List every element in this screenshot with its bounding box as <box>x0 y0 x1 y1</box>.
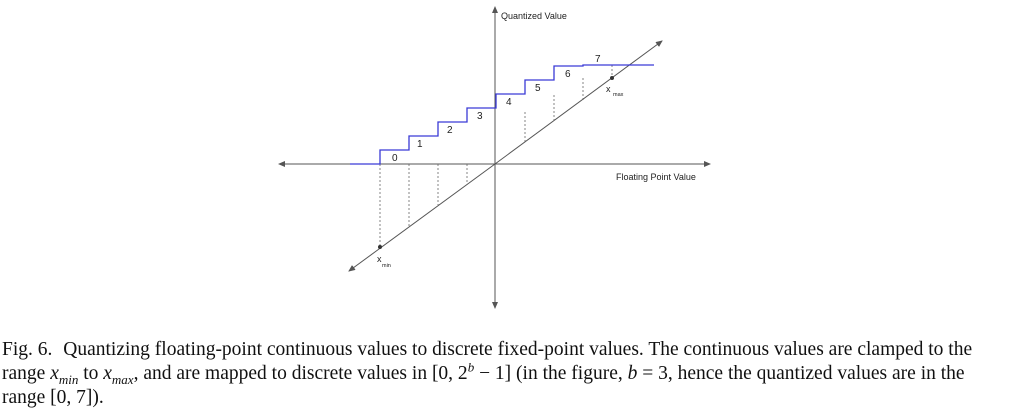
step-label-4: 4 <box>506 97 512 108</box>
continuous-diagonal-line <box>494 40 663 165</box>
step-label-1: 1 <box>417 139 423 150</box>
x-min-point <box>378 245 382 249</box>
caption-text-4: = 3, hence the quantized values are in t… <box>2 363 965 408</box>
caption-b: b <box>627 363 638 384</box>
caption-to: to <box>83 363 99 384</box>
x-axis-label: Floating Point Value <box>616 172 696 182</box>
caption-exponent-b: b <box>467 359 475 375</box>
projection-dashes <box>379 65 613 247</box>
step-label-0: 0 <box>392 153 398 164</box>
x-max-subscript: max <box>613 92 624 98</box>
caption-x-min: xmin <box>50 363 79 387</box>
x-min-label: x <box>377 254 382 264</box>
caption-text-3: − 1] (in the figure, <box>474 363 623 384</box>
caption-text-2: , and are mapped to discrete values in [… <box>133 363 468 384</box>
quantization-figure: 0 1 2 3 4 5 6 7 Quantized Value Floating… <box>278 6 711 309</box>
step-label-5: 5 <box>535 83 541 94</box>
continuous-diagonal-line-lower <box>348 163 496 272</box>
step-label-3: 3 <box>477 111 483 122</box>
step-label-2: 2 <box>447 125 453 136</box>
figure-caption: Fig. 6. Quantizing floating-point contin… <box>2 338 1007 410</box>
x-max-point <box>610 76 614 80</box>
x-min-subscript: min <box>382 263 391 269</box>
y-axis-label: Quantized Value <box>501 11 567 21</box>
caption-figure-number: Fig. 6. <box>2 339 53 360</box>
step-label-6: 6 <box>565 69 571 80</box>
quantized-step-function <box>350 64 654 165</box>
caption-text-1: Quantizing floating-point continuous val… <box>2 339 973 384</box>
step-label-7: 7 <box>595 54 601 65</box>
x-max-label: x <box>606 84 611 94</box>
caption-x-max: xmax <box>103 363 134 387</box>
